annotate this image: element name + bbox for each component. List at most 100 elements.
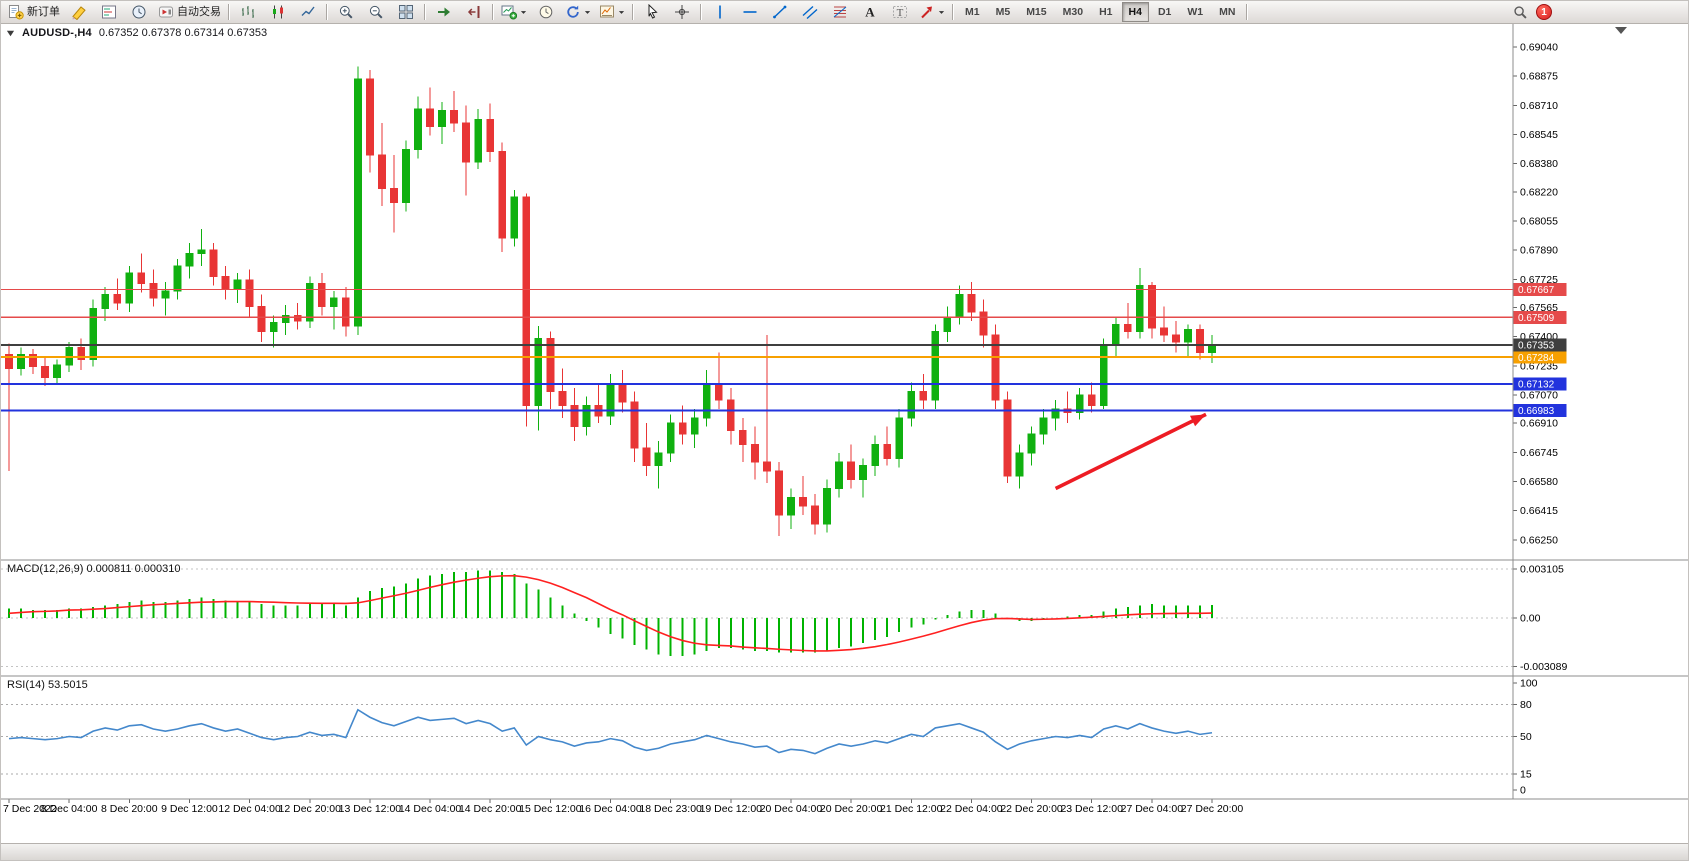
- time-axis-label: 19 Dec 12:00: [700, 803, 763, 815]
- time-axis-label: 27 Dec 20:00: [1181, 803, 1244, 815]
- candle-body: [762, 461, 771, 472]
- price-line-label-box: [1513, 350, 1567, 364]
- candle-body: [1208, 344, 1216, 354]
- arrows-button[interactable]: [915, 1, 949, 23]
- line-chart-button[interactable]: [293, 1, 323, 23]
- caret-down-icon[interactable]: [618, 5, 625, 19]
- periods-button[interactable]: [531, 1, 561, 23]
- cursor-button[interactable]: [637, 1, 667, 23]
- macd-axis-label: -0.003089: [1520, 661, 1567, 673]
- price-line-label: 0.67509: [1518, 313, 1555, 324]
- text-label-button[interactable]: T: [885, 1, 915, 23]
- chart-shift-marker[interactable]: [1615, 27, 1627, 34]
- terminal-icon: [131, 4, 147, 20]
- candle-body: [53, 364, 62, 378]
- channel-button[interactable]: [795, 1, 825, 23]
- timeframe-button-h1[interactable]: H1: [1099, 6, 1113, 18]
- candle-body: [895, 417, 904, 460]
- tile-windows-button[interactable]: [391, 1, 421, 23]
- bar-chart-button[interactable]: [233, 1, 263, 23]
- trendline-button[interactable]: [765, 1, 795, 23]
- timeframe-button-d1[interactable]: D1: [1157, 6, 1172, 18]
- candle-body: [353, 78, 362, 327]
- text-button[interactable]: A: [855, 1, 885, 23]
- candlestick-button[interactable]: [263, 1, 293, 23]
- timeframe-button-m5[interactable]: M5: [995, 6, 1011, 18]
- chart-canvas[interactable]: 0.69040 0.68875 0.68710 0.68545 0.68380 0.682…: [1, 23, 1689, 846]
- one-click-trading-toggle[interactable]: [6, 29, 15, 38]
- candle-body: [1015, 452, 1024, 477]
- label-icon: T: [892, 4, 908, 20]
- price-axis-label: 0.68380: [1520, 158, 1558, 170]
- candle-body: [378, 154, 386, 189]
- zoom-in-button[interactable]: [331, 1, 361, 23]
- search-icon[interactable]: [1513, 5, 1528, 20]
- candle-body: [209, 249, 218, 278]
- time-axis-label: 13 Dec 12:00: [339, 803, 402, 815]
- autotrading-button[interactable]: 自动交易: [154, 1, 225, 23]
- caret-down-icon[interactable]: [938, 5, 945, 19]
- timeframe-button-m1[interactable]: M1: [965, 6, 980, 18]
- horizontal-line-button[interactable]: [735, 1, 765, 23]
- candle-body: [979, 311, 988, 336]
- timeframe-button-m30[interactable]: M30: [1062, 6, 1084, 18]
- indicators-button[interactable]: [497, 1, 531, 23]
- trend-arrow[interactable]: [1054, 412, 1207, 491]
- toolbar-separator: [632, 4, 634, 20]
- chart-shift-icon: [466, 4, 482, 20]
- metaeditor-button[interactable]: [64, 1, 94, 23]
- chart-ohlc: 0.67352 0.67378 0.67314 0.67353: [98, 27, 268, 39]
- templates-button[interactable]: [561, 1, 595, 23]
- time-axis-label: 18 Dec 23:00: [639, 803, 702, 815]
- time-axis-label: 7 Dec 2022: [3, 803, 57, 815]
- candle-body: [883, 443, 892, 460]
- terminal-button[interactable]: [124, 1, 154, 23]
- candle-body: [714, 383, 723, 401]
- current-price-line-label: 0.67353: [1518, 341, 1555, 352]
- candle-body: [29, 353, 37, 368]
- status-bar: [1, 843, 1688, 860]
- price-line-label: 0.67284: [1518, 353, 1555, 364]
- candle-body: [137, 272, 146, 285]
- timeframe-button-h4[interactable]: H4: [1121, 2, 1149, 22]
- new-order-button[interactable]: 新订单: [4, 1, 64, 23]
- timeframe-button-m15[interactable]: M15: [1026, 6, 1047, 18]
- candle-body: [185, 253, 194, 267]
- price-line-label-box: [1513, 283, 1567, 297]
- candle-body: [1123, 323, 1132, 332]
- crosshair-button[interactable]: [667, 1, 697, 23]
- market-watch-button[interactable]: [94, 1, 124, 23]
- candle-body: [1159, 327, 1168, 336]
- candle-body: [161, 290, 170, 299]
- caret-down-icon[interactable]: [520, 5, 527, 19]
- toolbar-right: 1: [1513, 1, 1552, 23]
- crosshair-icon: [674, 4, 690, 20]
- candle-body: [1087, 394, 1096, 407]
- notification-badge[interactable]: 1: [1536, 4, 1552, 20]
- candlestick-icon: [270, 4, 286, 20]
- trend-arrow-head[interactable]: [1189, 414, 1206, 427]
- candle-body: [811, 505, 819, 525]
- candle-body: [293, 314, 302, 322]
- time-axis-label: 23 Dec 12:00: [1060, 803, 1123, 815]
- chart-shift-button[interactable]: [459, 1, 489, 23]
- timeframe-button-w1[interactable]: W1: [1187, 6, 1204, 18]
- candle-body: [1184, 329, 1192, 343]
- toolbar-buttons: 新订单 自动交易 A T M1 M5 M15 M30 H1 H4 D1 W1 MN: [1, 1, 1688, 23]
- toolbar-separator: [700, 4, 702, 20]
- fibonacci-button[interactable]: [825, 1, 855, 23]
- candle-body: [486, 118, 495, 152]
- time-axis-label: 8 Dec 04:00: [41, 803, 98, 815]
- candle-body: [305, 283, 314, 322]
- zoom-out-button[interactable]: [361, 1, 391, 23]
- caret-down-icon[interactable]: [584, 5, 591, 19]
- timeframe-button-mn[interactable]: MN: [1219, 6, 1236, 18]
- candle-body: [823, 488, 831, 525]
- auto-scroll-button[interactable]: [429, 1, 459, 23]
- vertical-line-button[interactable]: [705, 1, 735, 23]
- candle-body: [618, 383, 627, 403]
- price-axis-label: 0.66415: [1520, 505, 1558, 517]
- macd-signal-line: [8, 574, 1213, 652]
- chart-properties-button[interactable]: [595, 1, 629, 23]
- time-axis-label: 20 Dec 20:00: [820, 803, 883, 815]
